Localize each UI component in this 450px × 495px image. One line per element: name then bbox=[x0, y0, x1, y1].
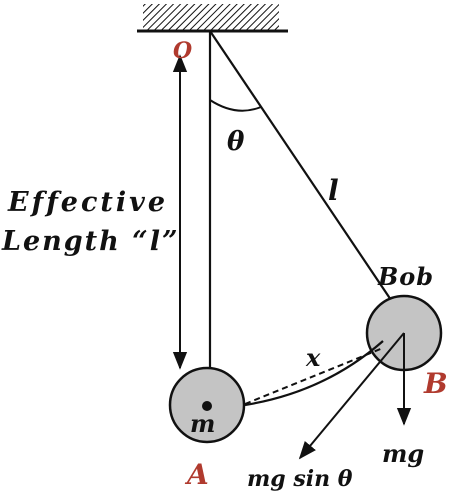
point-a-label: A bbox=[184, 458, 209, 491]
length-label: l bbox=[328, 174, 339, 207]
mass-label: m bbox=[190, 409, 215, 438]
angle-label: θ bbox=[227, 127, 245, 157]
weight-label: mg bbox=[382, 439, 424, 468]
displacement-label: x bbox=[305, 343, 321, 372]
effective-length-label-line1: Effective bbox=[7, 187, 168, 218]
displacement-arc bbox=[244, 340, 384, 407]
bob-label: Bob bbox=[377, 262, 434, 291]
tangential-force-label: mg sin θ bbox=[247, 466, 353, 492]
pivot-label: O bbox=[173, 38, 192, 64]
ceiling-support bbox=[137, 4, 288, 33]
displaced-string bbox=[209, 30, 392, 301]
tangential-force-arrow bbox=[298, 332, 405, 460]
displacement-chord bbox=[244, 347, 384, 405]
point-b-label: B bbox=[423, 367, 448, 400]
angle-arc bbox=[209, 99, 262, 112]
effective-length-label-line2: Length “l” bbox=[1, 226, 180, 257]
bob-center-dot bbox=[202, 401, 212, 411]
